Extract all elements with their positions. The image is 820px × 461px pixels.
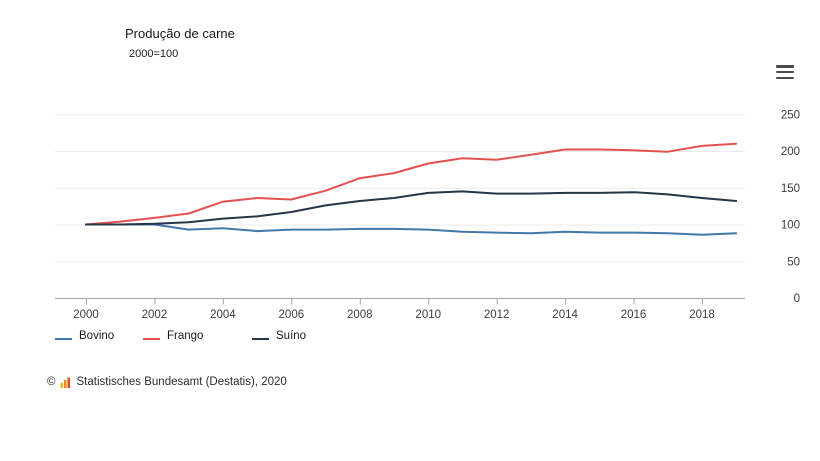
series-line-frango[interactable] [85,142,738,226]
destatis-logo-icon [60,377,71,388]
legend-item-bovino[interactable]: Bovino [55,329,114,343]
source-text: Statistisches Bundesamt (Destatis), 2020 [76,376,287,388]
legend-swatch-bovino [55,337,72,340]
chart-legend: Bovino Frango Suíno [0,329,820,347]
hamburger-menu-icon[interactable] [776,65,794,79]
x-tick-label: 2004 [210,309,236,321]
hamburger-bar [776,70,794,74]
x-tick-label: 2012 [484,309,510,321]
y-tick-label: 50 [787,256,800,268]
copyright-symbol: © [47,376,56,388]
chart-subtitle: 2000=100 [129,48,179,60]
x-tick-label: 2002 [142,309,168,321]
x-tick-label: 2008 [347,309,373,321]
series-line-bovino[interactable] [85,223,738,236]
x-tick-label: 2014 [552,309,578,321]
x-tick-label: 2018 [689,309,715,321]
y-tick-label: 100 [781,220,800,232]
hamburger-bar [776,76,794,79]
series-line-suino[interactable] [85,190,738,226]
legend-label: Frango [167,330,204,342]
legend-swatch-frango [143,337,160,340]
chart-title: Produção de carne [125,26,235,41]
y-tick-label: 250 [781,109,800,121]
legend-label: Bovino [79,330,115,342]
x-tick-label: 2006 [279,309,305,321]
x-tick-label: 2016 [621,309,647,321]
legend-item-suino[interactable]: Suíno [252,329,306,343]
legend-swatch-suino [252,337,269,340]
x-tick-label: 2010 [415,309,441,321]
y-tick-label: 200 [781,146,800,158]
hamburger-bar [776,65,794,68]
x-tick-label: 2000 [73,309,99,321]
legend-item-frango[interactable]: Frango [143,329,203,343]
source-footer: © Statistisches Bundesamt (Destatis), 20… [47,376,287,388]
legend-label: Suíno [276,330,307,342]
y-tick-label: 0 [794,293,800,305]
y-tick-label: 150 [781,183,800,195]
